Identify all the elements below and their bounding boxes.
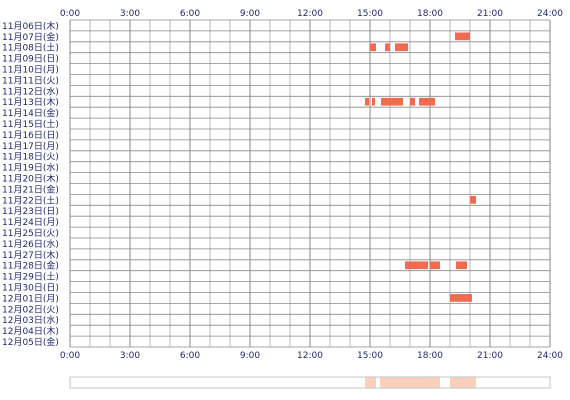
- x-tick-label-bottom: 15:00: [357, 351, 383, 361]
- x-tick-label-bottom: 24:00: [537, 351, 563, 361]
- x-tick-label-top: 9:00: [240, 9, 260, 19]
- row-label: 11月17日(月): [2, 141, 59, 152]
- row-label: 11月21日(金): [2, 183, 59, 195]
- activity-bar: [395, 43, 408, 52]
- row-label: 11月09日(日): [2, 54, 59, 65]
- x-tick-label-bottom: 0:00: [60, 351, 80, 361]
- x-tick-label-top: 12:00: [297, 9, 323, 19]
- row-label: 11月10日(月): [2, 65, 59, 76]
- activity-bar: [381, 97, 403, 106]
- summary-segment: [380, 377, 440, 388]
- row-label: 11月08日(土): [2, 42, 59, 54]
- row-label: 11月06日(木): [2, 20, 59, 32]
- x-tick-label-top: 18:00: [417, 9, 443, 19]
- row-label: 11月11日(火): [2, 75, 59, 86]
- row-label: 11月15日(土): [2, 118, 59, 130]
- x-tick-label-bottom: 12:00: [297, 351, 323, 361]
- row-label: 11月16日(日): [2, 130, 59, 141]
- x-tick-label-bottom: 3:00: [120, 351, 140, 361]
- row-label: 11月27日(木): [2, 249, 59, 261]
- activity-bar: [430, 261, 440, 270]
- labels: 11月06日(木)11月07日(金)11月08日(土)11月09日(日)11月1…: [2, 9, 563, 361]
- row-label: 12月01日(月): [2, 293, 59, 304]
- row-label: 11月23日(日): [2, 206, 59, 217]
- x-tick-label-top: 21:00: [477, 9, 503, 19]
- row-label: 11月22日(土): [2, 194, 59, 206]
- row-label: 11月19日(水): [2, 162, 59, 174]
- row-label: 12月02日(火): [2, 304, 59, 315]
- row-label: 11月12日(水): [2, 85, 59, 97]
- x-tick-label-top: 24:00: [537, 9, 563, 19]
- activity-bars: [365, 32, 476, 302]
- x-tick-label-bottom: 9:00: [240, 351, 260, 361]
- x-tick-label-top: 0:00: [60, 9, 80, 19]
- summary-segment: [450, 377, 476, 388]
- row-label: 11月28日(金): [2, 260, 59, 272]
- x-tick-label-bottom: 18:00: [417, 351, 443, 361]
- row-label: 11月26日(水): [2, 238, 59, 250]
- x-tick-label-top: 3:00: [120, 9, 140, 19]
- activity-bar: [456, 261, 467, 270]
- x-tick-label-top: 6:00: [180, 9, 200, 19]
- activity-bar: [450, 294, 472, 302]
- activity-bar: [370, 43, 376, 52]
- x-tick-label-bottom: 6:00: [180, 351, 200, 361]
- row-label: 11月30日(日): [2, 283, 59, 294]
- activity-bar: [470, 196, 476, 204]
- summary-segment: [365, 377, 376, 388]
- summary-strip: [69, 376, 551, 389]
- x-tick-label-bottom: 21:00: [477, 351, 503, 361]
- activity-bar: [365, 97, 369, 106]
- x-tick-label-top: 15:00: [357, 9, 383, 19]
- row-label: 11月24日(月): [2, 217, 59, 228]
- grid: [69, 19, 551, 348]
- summary-strip-frame: [69, 376, 551, 389]
- row-label: 12月03日(水): [2, 314, 59, 326]
- row-label: 12月04日(木): [2, 325, 59, 337]
- row-label: 11月18日(火): [2, 152, 59, 163]
- activity-bar: [410, 97, 415, 106]
- activity-bar: [419, 97, 435, 106]
- row-label: 11月25日(火): [2, 228, 59, 239]
- row-label: 11月07日(金): [2, 31, 59, 43]
- row-label: 11月29日(土): [2, 271, 59, 283]
- activity-bar: [405, 261, 428, 270]
- activity-bar: [455, 32, 470, 41]
- row-label: 11月20日(木): [2, 173, 59, 185]
- activity-bar: [372, 97, 375, 106]
- row-label: 11月14日(金): [2, 107, 59, 119]
- activity-bar: [385, 43, 390, 52]
- row-label: 11月13日(木): [2, 96, 59, 108]
- row-label: 12月05日(金): [2, 336, 59, 348]
